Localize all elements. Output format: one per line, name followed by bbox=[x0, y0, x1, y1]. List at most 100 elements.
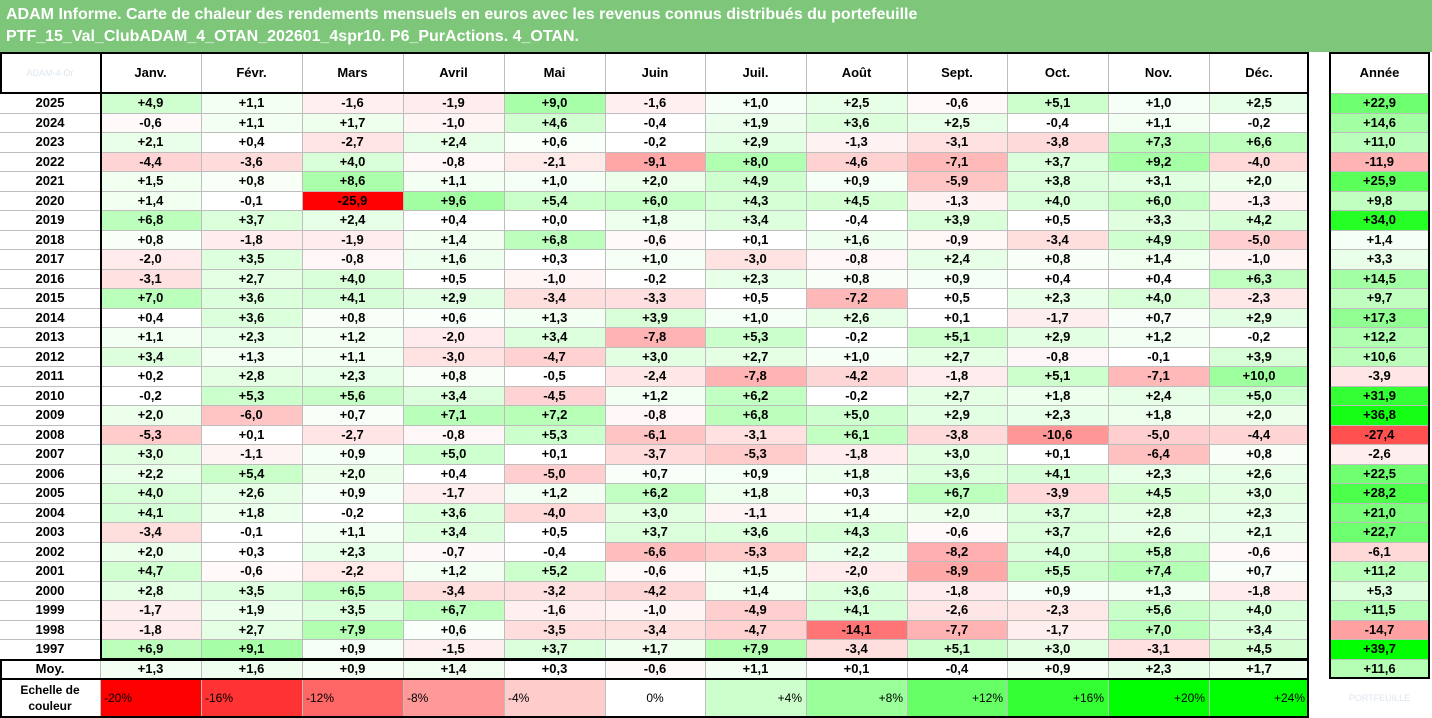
average-cell: +2,3 bbox=[1108, 658, 1209, 678]
heatmap-cell: +1,3 bbox=[201, 346, 302, 366]
heatmap-cell: +0,1 bbox=[907, 307, 1007, 327]
heatmap-cell: -4,2 bbox=[605, 580, 705, 600]
heatmap-cell: -2,1 bbox=[504, 151, 605, 171]
row-year-label: 2010 bbox=[0, 385, 100, 405]
annual-total-cell: +31,9 bbox=[1329, 385, 1430, 405]
heatmap-cell: +6,1 bbox=[806, 424, 907, 444]
heatmap-cell: +2,6 bbox=[806, 307, 907, 327]
heatmap-cell: +3,0 bbox=[1007, 639, 1108, 659]
heatmap-cell: -7,8 bbox=[705, 366, 806, 386]
column-header-11: Nov. bbox=[1108, 52, 1209, 93]
annual-total-cell: +25,9 bbox=[1329, 171, 1430, 191]
heatmap-cell: -0,1 bbox=[201, 522, 302, 542]
heatmap-cell: +0,1 bbox=[705, 229, 806, 249]
heatmap-cell: +3,5 bbox=[201, 580, 302, 600]
heatmap-cell: -0,6 bbox=[100, 112, 201, 132]
grid-line-vertical bbox=[403, 52, 404, 718]
heatmap-cell: +5,3 bbox=[201, 385, 302, 405]
grid-line-horizontal bbox=[1329, 249, 1430, 250]
column-header-3: Mars bbox=[302, 52, 403, 93]
annual-total-cell: -14,7 bbox=[1329, 619, 1430, 639]
grid-line-horizontal bbox=[0, 113, 1309, 114]
heatmap-cell: +1,0 bbox=[605, 249, 705, 269]
heatmap-cell: +2,6 bbox=[1209, 463, 1309, 483]
color-scale-stop: -16% bbox=[201, 678, 302, 718]
heatmap-cell: -3,1 bbox=[1108, 639, 1209, 659]
heatmap-cell: +0,5 bbox=[504, 522, 605, 542]
heatmap-cell: -10,6 bbox=[1007, 424, 1108, 444]
row-year-label: 2021 bbox=[0, 171, 100, 191]
grid-line-horizontal bbox=[0, 191, 1309, 192]
row-year-label: 2001 bbox=[0, 561, 100, 581]
heatmap-cell: +0,1 bbox=[504, 444, 605, 464]
heatmap-cell: -2,7 bbox=[302, 424, 403, 444]
heatmap-cell: +4,1 bbox=[302, 288, 403, 308]
heatmap-cell: +2,2 bbox=[100, 463, 201, 483]
row-year-label: 2005 bbox=[0, 483, 100, 503]
color-scale-label-line-2: couleur bbox=[28, 699, 72, 713]
row-year-label: 2012 bbox=[0, 346, 100, 366]
heatmap-cell: -1,8 bbox=[100, 619, 201, 639]
row-year-label: 2020 bbox=[0, 190, 100, 210]
heatmap-cell: +4,0 bbox=[1209, 600, 1309, 620]
heatmap-cell: -0,8 bbox=[1007, 346, 1108, 366]
grid-line-vertical bbox=[605, 52, 606, 718]
annual-total-cell: -27,4 bbox=[1329, 424, 1430, 444]
grid-line-horizontal bbox=[1329, 561, 1430, 562]
heatmap-cell: +5,5 bbox=[1007, 561, 1108, 581]
row-year-label: 2016 bbox=[0, 268, 100, 288]
heatmap-cell: +1,0 bbox=[806, 346, 907, 366]
heatmap-cell: +1,0 bbox=[1108, 93, 1209, 113]
heatmap-cell: +1,4 bbox=[1108, 249, 1209, 269]
heatmap-cell: +0,4 bbox=[201, 132, 302, 152]
heatmap-cell: -1,1 bbox=[201, 444, 302, 464]
heatmap-cell: +2,0 bbox=[100, 405, 201, 425]
heatmap-cell: -0,6 bbox=[907, 522, 1007, 542]
heatmap-cell: +2,4 bbox=[907, 249, 1007, 269]
average-cell: +1,6 bbox=[201, 658, 302, 678]
heatmap-cell: +6,8 bbox=[100, 210, 201, 230]
heatmap-cell: +3,0 bbox=[605, 346, 705, 366]
grid-line-horizontal bbox=[0, 93, 1309, 94]
heatmap-cell: -2,6 bbox=[907, 600, 1007, 620]
heatmap-cell: +1,8 bbox=[605, 210, 705, 230]
heatmap-cell: -7,7 bbox=[907, 619, 1007, 639]
annual-total-cell: +17,3 bbox=[1329, 307, 1430, 327]
heatmap-cell: +1,0 bbox=[705, 307, 806, 327]
heatmap-cell: -3,5 bbox=[504, 619, 605, 639]
heatmap-cell: +5,6 bbox=[1108, 600, 1209, 620]
heatmap-cell: +1,4 bbox=[100, 190, 201, 210]
grid-line-horizontal bbox=[0, 386, 1309, 387]
annual-total-cell: +22,7 bbox=[1329, 522, 1430, 542]
color-scale-stop: +12% bbox=[907, 678, 1007, 718]
grid-line-horizontal bbox=[0, 581, 1309, 582]
grid-line-horizontal bbox=[1329, 444, 1430, 445]
heatmap-cell: -0,8 bbox=[605, 405, 705, 425]
heatmap-cell: -2,7 bbox=[302, 132, 403, 152]
report-header: ADAM Informe. Carte de chaleur des rende… bbox=[0, 0, 1432, 52]
grid-line-horizontal bbox=[0, 425, 1309, 426]
heatmap-cell: -2,2 bbox=[302, 561, 403, 581]
row-year-label: 2017 bbox=[0, 249, 100, 269]
heatmap-cell: +4,5 bbox=[806, 190, 907, 210]
heatmap-cell: -2,0 bbox=[403, 327, 504, 347]
heatmap-cell: +10,0 bbox=[1209, 366, 1309, 386]
heatmap-cell: +9,6 bbox=[403, 190, 504, 210]
column-header-2: Févr. bbox=[201, 52, 302, 93]
average-cell: +1,3 bbox=[100, 658, 201, 678]
heatmap-cell: +1,5 bbox=[705, 561, 806, 581]
heatmap-cell: +4,0 bbox=[100, 483, 201, 503]
average-cell: +0,9 bbox=[1007, 658, 1108, 678]
report-title-line-2: PTF_15_Val_ClubADAM_4_OTAN_202601_4spr10… bbox=[6, 28, 579, 45]
heatmap-cell: -3,7 bbox=[605, 444, 705, 464]
heatmap-cell: +2,4 bbox=[302, 210, 403, 230]
grid-line-horizontal bbox=[0, 678, 1309, 679]
grid-line-vertical bbox=[705, 52, 706, 718]
heatmap-cell: +2,7 bbox=[705, 346, 806, 366]
heatmap-cell: +2,2 bbox=[806, 541, 907, 561]
annual-total-cell: +9,8 bbox=[1329, 190, 1430, 210]
heatmap-cell: -3,6 bbox=[201, 151, 302, 171]
grid-line-horizontal bbox=[1329, 659, 1430, 660]
heatmap-cell: +0,7 bbox=[1209, 561, 1309, 581]
heatmap-cell: +3,4 bbox=[403, 385, 504, 405]
